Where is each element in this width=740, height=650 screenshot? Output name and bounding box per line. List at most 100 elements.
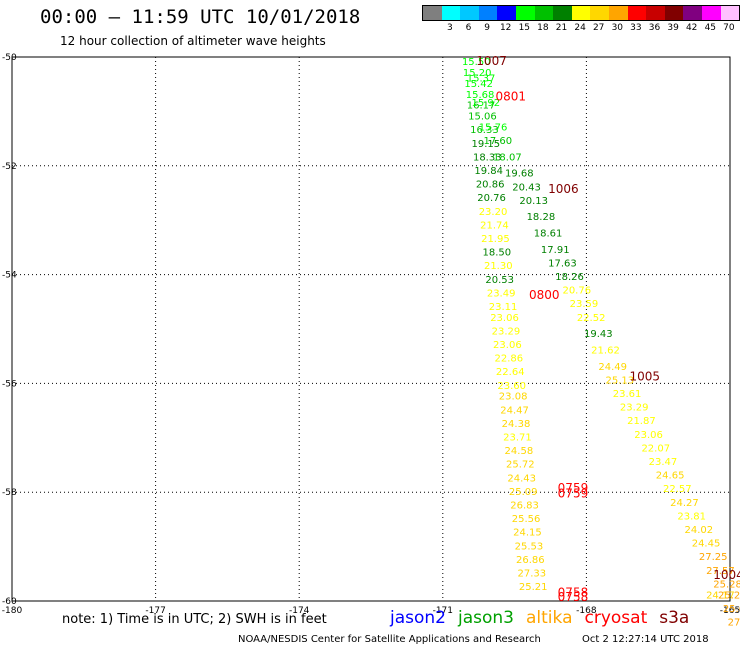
wave-height-label: 17.91 [541, 245, 570, 256]
wave-height-label: 15.92 [472, 98, 501, 109]
colorbar-label: 30 [611, 23, 624, 33]
colorbar-label: 21 [555, 23, 568, 33]
y-tick-label: -56 [2, 379, 17, 389]
wave-height-label: 22.07 [641, 443, 670, 454]
wave-height-label: 16.33 [470, 125, 499, 136]
wave-height-label: 15.37 [467, 73, 496, 84]
colorbar-label: 36 [648, 23, 661, 33]
wave-height-label: 17.60 [483, 136, 512, 147]
wave-height-label: 24.49 [598, 362, 627, 373]
colorbar-label: 18 [537, 23, 549, 33]
wave-height-label: 19.68 [505, 169, 534, 180]
wave-height-label: 24.45 [692, 539, 721, 550]
wave-height-label: 24.17 [706, 590, 735, 601]
wave-height-label: 23.20 [479, 207, 508, 218]
map-frame [11, 56, 731, 602]
colorbar-swatch [627, 6, 647, 20]
wave-height-label: 24.65 [656, 471, 685, 482]
wave-height-label: 23.11 [489, 302, 518, 313]
wave-height-label: 23.29 [620, 403, 649, 414]
wave-height-label: 22.64 [496, 367, 525, 378]
time-label: 1007 [476, 54, 507, 68]
colorbar-label: 27 [592, 23, 605, 33]
wave-height-label: 19.43 [584, 329, 613, 340]
time-label: 0801 [495, 90, 526, 104]
wave-height-label: 22.52 [577, 313, 606, 324]
wave-height-label: 16.17 [467, 101, 496, 112]
colorbar-label: 45 [704, 23, 717, 33]
colorbar-label: 9 [484, 23, 490, 33]
colorbar-label: 6 [465, 23, 472, 33]
wave-height-label: 27.25 [699, 552, 728, 563]
colorbar-label: 12 [499, 23, 512, 33]
colorbar-swatch [460, 6, 479, 20]
wave-height-label: 23.06 [634, 430, 663, 441]
wave-height-label: 23.06 [490, 313, 519, 324]
wave-height-label: 26.83 [510, 501, 539, 512]
footer-note: note: 1) Time is in UTC; 2) SWH is in fe… [62, 612, 327, 627]
wave-height-label: 23.49 [487, 288, 516, 299]
x-tick-label: -165 [720, 606, 740, 616]
satellite-name: jason2 [390, 608, 446, 628]
colorbar-swatch [571, 6, 591, 20]
wave-height-label: 24.27 [670, 498, 699, 509]
wave-height-label: 24.47 [500, 405, 529, 416]
wave-height-label: 25.13 [606, 375, 635, 386]
wave-height-label: 17.63 [548, 258, 577, 269]
time-label: 0758 [558, 590, 589, 604]
satellite-name: s3a [659, 608, 690, 628]
wave-height-label: 25.28 [713, 579, 740, 590]
time-label: 0759 [558, 487, 589, 501]
colorbar-label: 42 [685, 23, 698, 33]
wave-height-label: 23.71 [503, 433, 532, 444]
satellite-name: jason3 [458, 608, 514, 628]
wave-height-label: 18.50 [483, 248, 512, 259]
wave-height-label: 20.86 [476, 180, 505, 191]
wave-height-label: 27.33 [517, 569, 546, 580]
wave-height-label: 20.43 [512, 182, 541, 193]
wave-height-label: 25.56 [512, 514, 541, 525]
wave-height-label: 18.33 [473, 152, 502, 163]
colorbar-swatch [534, 6, 554, 20]
wave-height-label: 15.42 [464, 79, 493, 90]
colorbar-swatch [664, 6, 684, 20]
wave-height-label: 24.43 [507, 473, 536, 484]
colorbar-swatch [553, 6, 572, 20]
colorbar-swatch [423, 6, 442, 20]
colorbar-swatch [497, 6, 516, 20]
time-label: 0759 [558, 481, 589, 495]
wave-height-label: 25.27 [718, 590, 740, 601]
wave-height-label: 18.61 [534, 229, 563, 240]
colorbar-swatch [701, 6, 721, 20]
colorbar-label: 33 [630, 23, 642, 33]
wave-height-label: 19.84 [474, 166, 503, 177]
map-subtitle: 12 hour collection of altimeter wave hei… [60, 34, 326, 48]
wave-height-label: 24.58 [505, 446, 534, 457]
x-tick-label: -168 [576, 606, 597, 616]
satellite-name: altika [526, 608, 573, 628]
y-tick-label: -60 [2, 597, 17, 607]
wave-height-label: 26.86 [516, 555, 545, 566]
colorbar-swatch [590, 6, 609, 20]
wave-height-label: 18.07 [493, 152, 522, 163]
wave-height-label: 25.21 [519, 582, 548, 593]
colorbar-label: 39 [667, 23, 679, 33]
x-tick-label: -171 [433, 606, 453, 616]
colorbar-label: 70 [723, 23, 735, 33]
wave-height-label: 18.28 [527, 212, 556, 223]
wave-height-label: 27.57 [706, 566, 735, 577]
wave-height-label: 15.68 [466, 90, 495, 101]
wave-height-label: 19.15 [472, 139, 501, 150]
map-axes: -180 -177 -174 -171 -168 -165 -50 -52 -54 -56 -58 -… [2, 53, 740, 616]
x-tick-label: -177 [145, 606, 165, 616]
wave-height-label: 23.06 [493, 340, 522, 351]
wave-height-label: 21.95 [481, 234, 510, 245]
wave-height-label: 20.76 [562, 286, 591, 297]
wave-height-label: 15.20 [463, 68, 492, 79]
wave-height-label: 15.06 [468, 112, 497, 123]
wave-height-label: 25.66 [723, 604, 740, 615]
